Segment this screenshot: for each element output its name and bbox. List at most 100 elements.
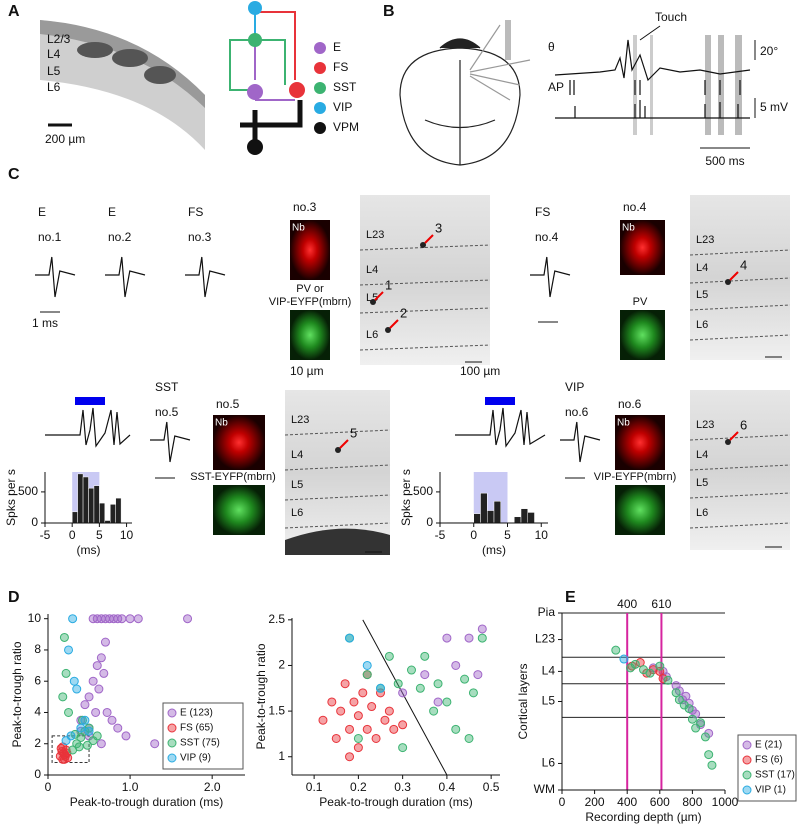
point [704, 750, 714, 760]
scale-label: 5 mV [760, 100, 788, 114]
point [707, 760, 717, 770]
legend-label: SST (17) [755, 770, 795, 781]
waveform [185, 256, 226, 298]
layer-boundary [689, 277, 791, 284]
point [345, 752, 355, 762]
legend-label: SST (75) [180, 738, 220, 749]
x-axis-label: Peak-to-trough duration (ms) [319, 795, 472, 809]
point [59, 632, 69, 642]
layer-boundary [284, 522, 391, 529]
y-tick-label: 500 [18, 484, 38, 498]
point [358, 688, 368, 698]
light-pulse [75, 397, 105, 405]
point [433, 679, 443, 689]
marker-label: VIP-EYFP(mbrn) [269, 296, 352, 308]
cell-soma [385, 327, 391, 333]
point [658, 666, 668, 676]
layer-boundary [689, 434, 791, 441]
y-axis-label: Cortical layers [516, 663, 530, 739]
point [398, 688, 408, 698]
marker-label: 400 [617, 597, 637, 611]
layer-label: L6 [696, 319, 708, 331]
x-tick-label: 200 [585, 795, 605, 809]
point [113, 723, 123, 733]
x-tick-label: 0 [559, 795, 566, 809]
cell-soma [370, 299, 376, 305]
hist-bar [77, 473, 84, 524]
hist-bar [110, 504, 116, 524]
legend-label: VIP [333, 100, 352, 114]
cell-id: no.6 [565, 405, 589, 419]
x-tick-label: 10 [120, 528, 134, 542]
point [389, 724, 399, 734]
spike-trace [455, 407, 546, 448]
point [84, 692, 94, 702]
panel-label: B [383, 3, 395, 20]
point [68, 614, 78, 624]
y-tick-label: L5 [542, 694, 556, 708]
circuit-diagram [229, 1, 305, 155]
point [59, 754, 69, 764]
point [331, 733, 341, 743]
legend-label: FS (65) [180, 723, 213, 734]
layer-label: L6 [696, 507, 708, 519]
waveform [35, 256, 76, 298]
point [367, 702, 377, 712]
y-tick-label: L4 [542, 664, 556, 678]
y-tick-label: Pia [538, 605, 556, 619]
image-id: no.4 [623, 200, 647, 214]
layer-boundary [359, 244, 491, 251]
cell-type: SST [155, 380, 179, 394]
point [61, 736, 71, 746]
legend-swatch [167, 723, 177, 733]
point [655, 661, 665, 671]
x-tick-label: 5 [96, 528, 103, 542]
scale-label: 20° [760, 44, 778, 58]
layer-boundary [359, 279, 491, 286]
point [69, 676, 79, 686]
point [464, 633, 474, 643]
cell-arrow [729, 431, 739, 441]
layer-label: L4 [696, 449, 708, 461]
cell-id: no.5 [155, 405, 179, 419]
point [102, 707, 112, 717]
point [460, 674, 470, 684]
layer-boundary [284, 464, 391, 471]
layer-label: L4 [47, 47, 61, 61]
point [349, 697, 359, 707]
point [150, 739, 160, 749]
point [353, 733, 363, 743]
cell-type: FS [188, 205, 203, 219]
layer-boundary [689, 492, 791, 499]
point [406, 665, 416, 675]
layer-label: L6 [291, 507, 303, 519]
cell-type: VIP [565, 380, 584, 394]
cell-number: 5 [350, 425, 357, 440]
layer-label: L6 [366, 329, 378, 341]
cell-arrow [374, 291, 384, 301]
point [442, 697, 452, 707]
point [420, 651, 430, 661]
legend-swatch [314, 62, 326, 74]
marker-label: PV or [296, 283, 324, 295]
layer-boundary [689, 249, 791, 256]
y-tick-label: 0 [34, 767, 41, 781]
image-id: no.6 [618, 397, 642, 411]
point [125, 614, 135, 624]
x-axis-label: (ms) [77, 543, 101, 557]
layer-boundary [689, 522, 791, 529]
hist-bar [520, 508, 528, 524]
point [468, 688, 478, 698]
y-axis-label: Peak-to-trough ratio [10, 641, 24, 747]
y-axis-label: Spks per s [4, 469, 18, 526]
x-tick-label: 0.4 [439, 780, 456, 794]
hist-bar [473, 513, 481, 524]
cell-id: no.1 [38, 230, 62, 244]
cell-id: no.4 [535, 230, 559, 244]
point [92, 661, 102, 671]
y-tick-label: 0 [31, 515, 38, 529]
point [619, 654, 629, 664]
marker-label: SST-EYFP(mbrn) [190, 471, 276, 483]
scale-label: 200 µm [45, 132, 85, 146]
x-tick-label: 0.2 [350, 780, 367, 794]
